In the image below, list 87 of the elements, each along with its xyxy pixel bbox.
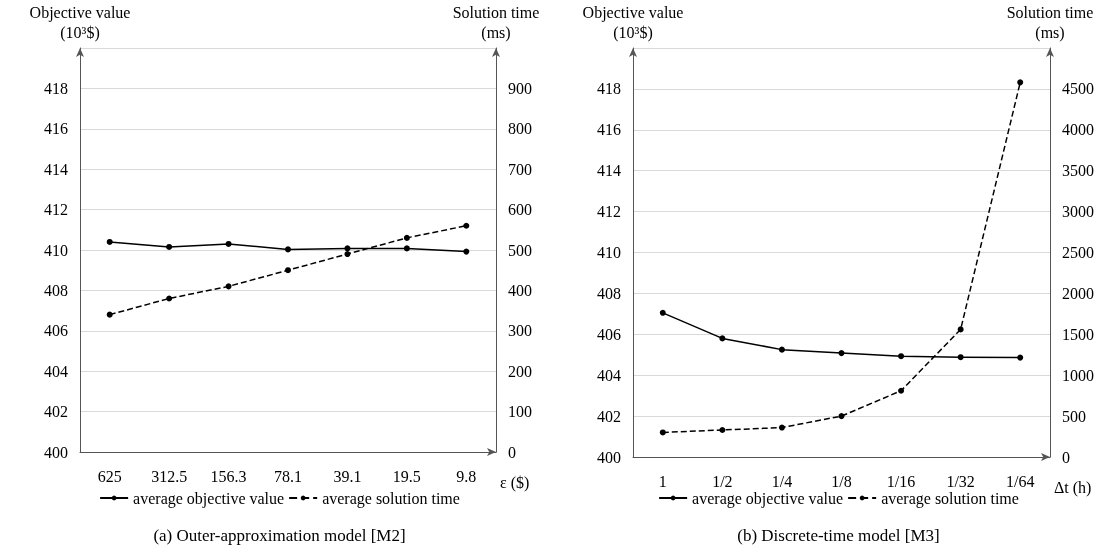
y2-tick-label: 700 <box>508 160 532 178</box>
y-axis-title: Objective value (10³$) <box>29 3 131 42</box>
point <box>957 326 964 333</box>
point <box>344 251 351 258</box>
y2-tick-label: 500 <box>508 241 532 259</box>
x-tick-label: 1 <box>658 472 667 490</box>
y2-tick-label: 1500 <box>1062 325 1094 343</box>
y2-tick-label: 4000 <box>1062 121 1094 139</box>
x-tick-label: 312.5 <box>151 467 188 485</box>
y2-tick-label: 3500 <box>1062 162 1094 180</box>
x-tick-label: 1/16 <box>886 472 916 490</box>
y-tick-label: 416 <box>44 120 68 138</box>
x-tick-label: 1/2 <box>712 472 733 490</box>
y-tick-label: 408 <box>597 284 621 302</box>
x-tick-label: 156.3 <box>210 467 247 485</box>
y-tick-label: 418 <box>597 80 621 98</box>
y-axis-title: Objective value (10³$) <box>582 3 684 42</box>
y2-axis-title: Solution time (ms) <box>452 3 540 42</box>
legend-label: average objective value <box>692 489 844 508</box>
point <box>659 429 666 436</box>
y-tick-label: 412 <box>597 203 621 221</box>
x-tick-label: 39.1 <box>333 467 362 485</box>
y-tick-label: 408 <box>44 281 68 299</box>
x-tick-label: 1/4 <box>771 472 793 490</box>
point <box>166 295 173 302</box>
x-tick-label: 78.1 <box>274 467 302 485</box>
x-tick-label: 625 <box>97 467 122 485</box>
y-tick-label: 406 <box>44 322 68 340</box>
legend-label: average solution time <box>881 489 1019 508</box>
y2-tick-label: 600 <box>508 201 532 219</box>
point <box>225 283 232 290</box>
y2-tick-label: 4500 <box>1062 80 1094 98</box>
y2-tick-label: 0 <box>508 443 516 461</box>
point <box>838 413 845 420</box>
point <box>778 424 785 431</box>
x-tick-label: 1/64 <box>1005 472 1035 490</box>
point <box>463 222 470 229</box>
x-tick-label: 1/8 <box>831 472 852 490</box>
legend-label: average objective value <box>133 489 285 508</box>
y2-tick-label: 400 <box>508 281 532 299</box>
x-axis-title: Δt (h) <box>1054 478 1092 497</box>
point <box>285 267 291 274</box>
point <box>1017 354 1024 361</box>
text: (b) Discrete-time model [M3] <box>737 526 940 545</box>
y2-tick-label: 500 <box>1062 407 1086 425</box>
point <box>898 387 905 394</box>
y-tick-label: 404 <box>44 362 68 380</box>
point <box>719 427 726 433</box>
y-tick-label: 400 <box>44 443 68 461</box>
point <box>719 335 726 342</box>
point <box>838 350 845 357</box>
point <box>957 354 964 361</box>
legend-label: average solution time <box>322 489 460 508</box>
y-tick-label: 402 <box>597 407 621 425</box>
point <box>106 311 113 318</box>
y2-tick-label: 800 <box>508 120 532 138</box>
y2-tick-label: 2500 <box>1062 244 1094 261</box>
y-tick-label: 400 <box>597 448 621 466</box>
y-tick-label: 406 <box>597 325 621 343</box>
text: (a) Outer-approximation model [M2] <box>153 526 406 545</box>
y-tick-label: 414 <box>597 162 621 180</box>
point <box>778 346 785 353</box>
x-tick-label: 1/32 <box>946 472 975 490</box>
y2-tick-label: 0 <box>1062 448 1070 466</box>
y2-tick-label: 900 <box>508 79 532 97</box>
point <box>898 353 905 360</box>
y2-tick-label: 2000 <box>1062 284 1094 302</box>
y-tick-label: 412 <box>44 201 68 219</box>
x-tick-label: 9.8 <box>456 467 477 485</box>
y2-tick-label: 200 <box>508 362 532 380</box>
y-tick-label: 416 <box>597 121 621 139</box>
y-tick-label: 404 <box>597 366 621 384</box>
y-tick-label: 414 <box>44 160 68 178</box>
y2-tick-label: 100 <box>508 403 532 421</box>
y-tick-label: 418 <box>44 79 68 97</box>
point <box>403 234 410 241</box>
y2-axis-title: Solution time (ms) <box>1006 3 1094 42</box>
y-tick-label: 410 <box>597 244 621 261</box>
x-tick-label: 19.5 <box>392 467 421 485</box>
y2-tick-label: 1000 <box>1062 366 1094 384</box>
point <box>1017 79 1024 86</box>
point <box>659 309 666 316</box>
x-axis-title: ε ($) <box>500 473 530 492</box>
y2-tick-label: 3000 <box>1062 203 1094 221</box>
y-tick-label: 402 <box>44 403 68 421</box>
y-tick-label: 410 <box>44 241 68 259</box>
y2-tick-label: 300 <box>508 322 532 340</box>
